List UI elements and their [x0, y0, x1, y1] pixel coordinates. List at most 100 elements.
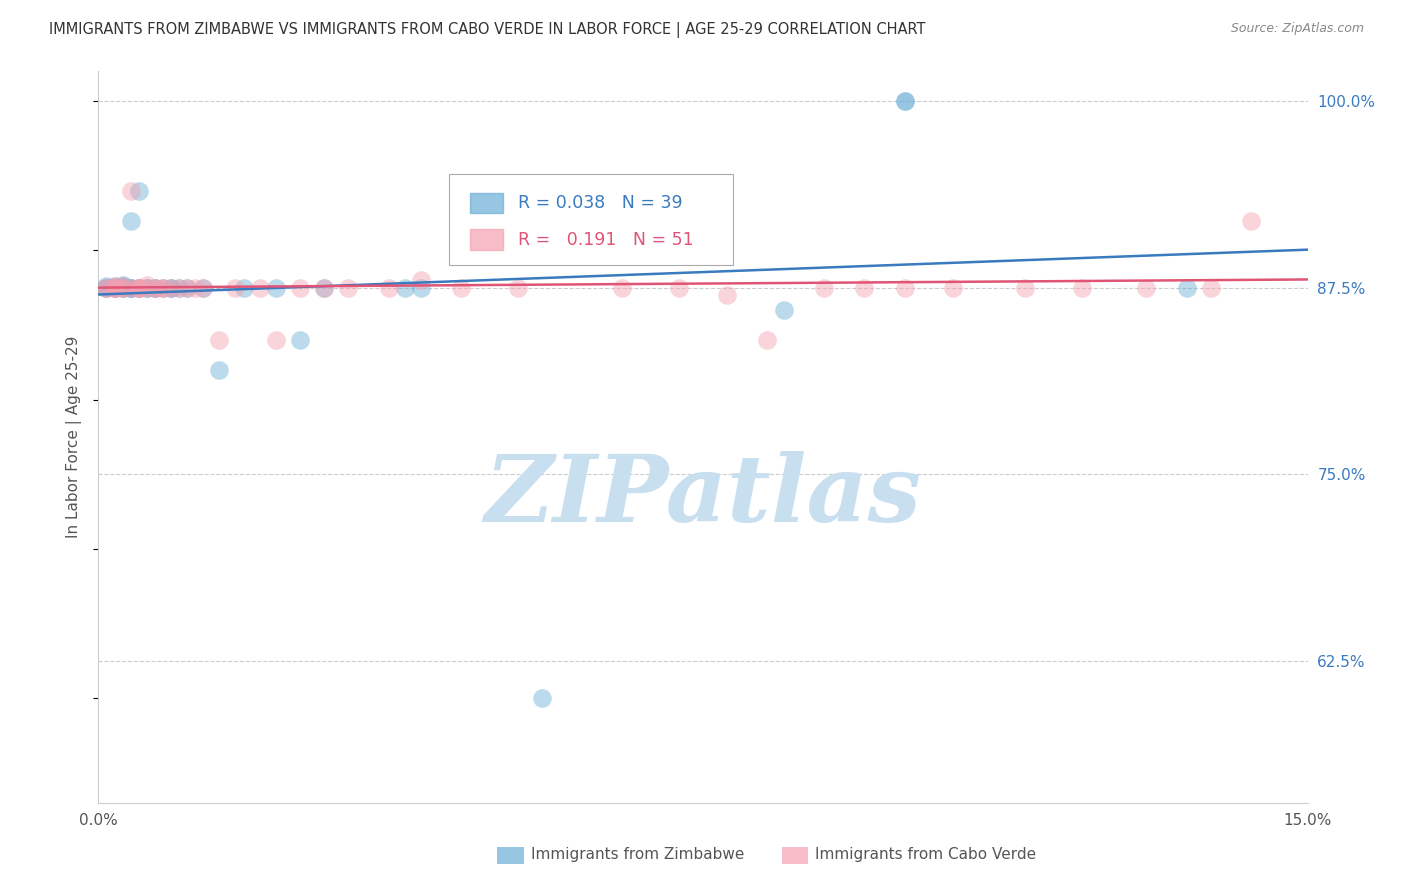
Point: [772, 303, 794, 318]
Point: [135, 281, 157, 295]
Point: [111, 281, 134, 295]
Point: [208, 363, 231, 377]
Point: [128, 281, 150, 295]
Point: [160, 281, 183, 295]
Point: [96, 281, 118, 295]
Point: [103, 279, 125, 293]
Point: [377, 281, 399, 295]
Point: [167, 281, 190, 295]
Point: [176, 281, 198, 295]
Point: [314, 281, 336, 295]
Point: [120, 281, 142, 295]
Point: [1135, 281, 1157, 295]
Point: [1014, 281, 1036, 295]
Point: [314, 281, 336, 295]
Text: IMMIGRANTS FROM ZIMBABWE VS IMMIGRANTS FROM CABO VERDE IN LABOR FORCE | AGE 25-2: IMMIGRANTS FROM ZIMBABWE VS IMMIGRANTS F…: [49, 22, 925, 38]
Point: [96, 281, 118, 295]
Point: [756, 333, 779, 347]
Point: [893, 94, 915, 108]
Y-axis label: In Labor Force | Age 25-29: In Labor Force | Age 25-29: [66, 336, 83, 538]
Point: [135, 277, 157, 292]
Point: [288, 281, 311, 295]
Point: [103, 281, 125, 295]
Point: [184, 281, 207, 295]
Point: [103, 281, 125, 295]
Point: [135, 281, 157, 295]
Point: [152, 281, 174, 295]
Point: [450, 281, 472, 295]
Point: [120, 213, 142, 227]
Point: [555, 184, 578, 198]
FancyBboxPatch shape: [470, 229, 503, 250]
Point: [111, 279, 134, 293]
Point: [103, 281, 125, 295]
Point: [167, 281, 190, 295]
Point: [193, 281, 215, 295]
Point: [1199, 281, 1222, 295]
Point: [612, 281, 634, 295]
Point: [160, 281, 183, 295]
Point: [103, 281, 125, 295]
Text: ZIPatlas: ZIPatlas: [485, 450, 921, 541]
Point: [120, 281, 142, 295]
FancyBboxPatch shape: [782, 847, 808, 863]
Point: [152, 281, 174, 295]
Point: [103, 281, 125, 295]
Point: [128, 281, 150, 295]
Point: [193, 281, 215, 295]
Point: [160, 281, 183, 295]
Point: [128, 281, 150, 295]
Point: [120, 184, 142, 198]
Point: [103, 279, 125, 293]
Point: [128, 184, 150, 198]
Point: [942, 281, 965, 295]
Text: R = 0.038   N = 39: R = 0.038 N = 39: [517, 194, 683, 212]
Point: [1240, 213, 1263, 227]
Point: [1070, 281, 1092, 295]
Point: [208, 333, 231, 347]
Point: [111, 279, 134, 293]
Point: [96, 279, 118, 293]
Text: Immigrants from Cabo Verde: Immigrants from Cabo Verde: [815, 847, 1036, 863]
Point: [288, 333, 311, 347]
Point: [249, 281, 271, 295]
Point: [96, 281, 118, 295]
Point: [530, 691, 553, 706]
Point: [143, 281, 166, 295]
Point: [668, 281, 690, 295]
FancyBboxPatch shape: [449, 174, 734, 265]
Point: [394, 281, 416, 295]
Point: [506, 281, 529, 295]
Text: Immigrants from Zimbabwe: Immigrants from Zimbabwe: [531, 847, 745, 863]
Point: [1175, 281, 1198, 295]
Point: [224, 281, 246, 295]
Text: R =   0.191   N = 51: R = 0.191 N = 51: [517, 231, 693, 249]
Point: [232, 281, 254, 295]
Point: [409, 273, 432, 287]
Point: [120, 281, 142, 295]
Point: [143, 281, 166, 295]
Point: [111, 281, 134, 295]
Point: [111, 281, 134, 295]
Point: [128, 281, 150, 295]
Point: [128, 281, 150, 295]
Point: [813, 281, 835, 295]
Point: [716, 288, 738, 302]
FancyBboxPatch shape: [498, 847, 524, 863]
Point: [853, 281, 876, 295]
Point: [893, 94, 915, 108]
FancyBboxPatch shape: [470, 193, 503, 213]
Point: [176, 281, 198, 295]
Point: [143, 281, 166, 295]
Point: [96, 281, 118, 295]
Point: [135, 281, 157, 295]
Point: [143, 281, 166, 295]
Point: [264, 281, 287, 295]
Text: Source: ZipAtlas.com: Source: ZipAtlas.com: [1230, 22, 1364, 36]
Point: [152, 281, 174, 295]
Point: [264, 333, 287, 347]
Point: [120, 281, 142, 295]
Point: [111, 281, 134, 295]
Point: [128, 281, 150, 295]
Point: [409, 281, 432, 295]
